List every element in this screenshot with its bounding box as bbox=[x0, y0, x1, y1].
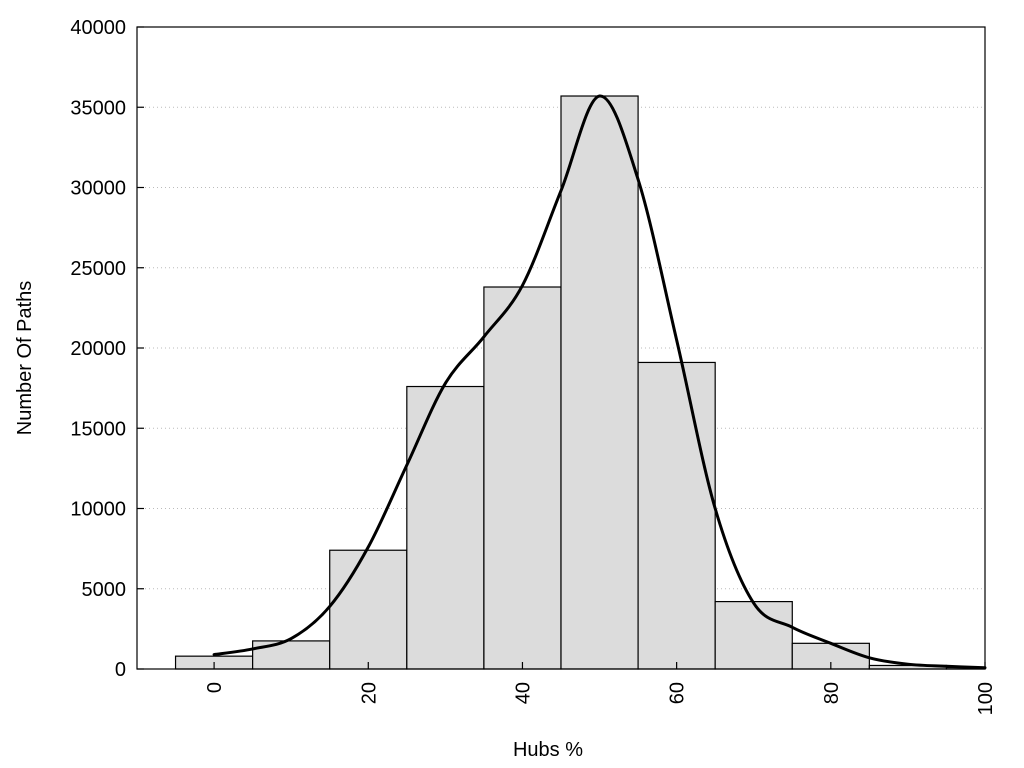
x-axis-ticks: 0 20 40 60 80 100 bbox=[204, 662, 997, 715]
x-tick-label: 60 bbox=[667, 682, 689, 704]
y-tick-label: 0 bbox=[115, 659, 126, 681]
histogram-bar bbox=[714, 600, 793, 670]
y-axis-title: Number Of Paths bbox=[14, 281, 36, 436]
y-tick-label: 5000 bbox=[82, 579, 127, 601]
y-tick-label: 35000 bbox=[70, 97, 126, 119]
histogram-bar bbox=[637, 361, 716, 670]
histogram-bar bbox=[483, 286, 562, 670]
x-tick-label: 80 bbox=[821, 682, 843, 704]
y-tick-label: 10000 bbox=[70, 499, 126, 521]
x-tick-label: 0 bbox=[204, 682, 226, 693]
histogram-bars bbox=[174, 95, 986, 670]
y-tick-label: 15000 bbox=[70, 418, 126, 440]
y-tick-label: 30000 bbox=[70, 178, 126, 200]
density-curve bbox=[212, 94, 987, 670]
x-tick-label: 20 bbox=[358, 682, 380, 704]
y-axis-ticks: 0 5000 10000 15000 20000 25000 30000 35000 40000 bbox=[70, 17, 144, 681]
histogram-bar bbox=[560, 95, 639, 670]
y-tick-label: 25000 bbox=[70, 258, 126, 280]
histogram-bar bbox=[406, 385, 485, 670]
density-curve-layer bbox=[212, 94, 987, 670]
x-tick-label: 40 bbox=[512, 682, 534, 704]
x-axis-title: Hubs % bbox=[513, 739, 583, 761]
y-tick-label: 20000 bbox=[70, 338, 126, 360]
x-tick-label: 100 bbox=[975, 682, 997, 715]
histogram-bar bbox=[329, 549, 408, 670]
histogram-bar bbox=[252, 640, 331, 670]
y-tick-label: 40000 bbox=[70, 17, 126, 39]
